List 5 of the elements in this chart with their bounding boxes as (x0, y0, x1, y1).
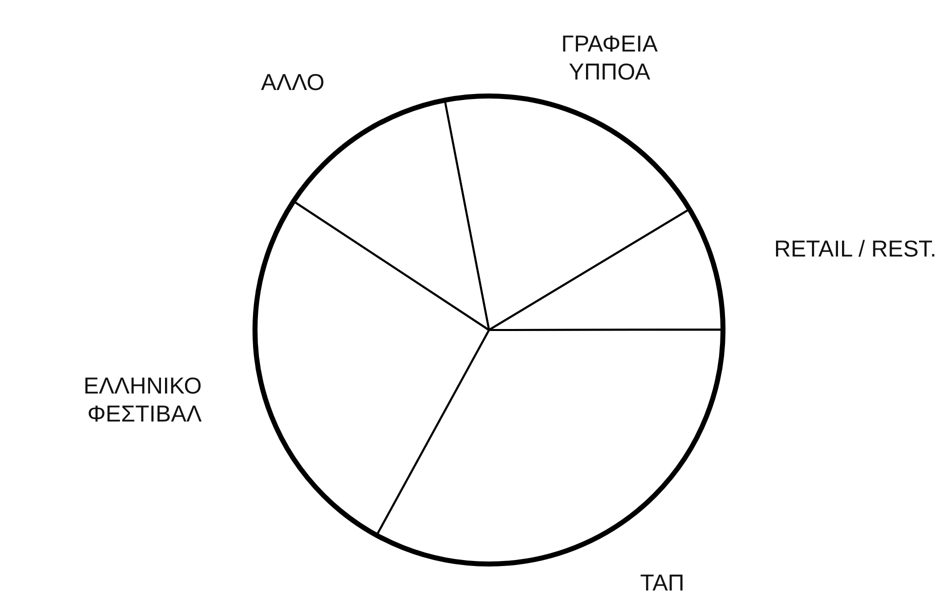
slice-label: ΤΑΠ (640, 570, 684, 596)
slice-label: ΕΛΛΗΝΙΚΟ ΦΕΣΤΙΒΑΛ (84, 372, 202, 426)
slice-label: ΑΛΛΟ (261, 68, 325, 95)
slice-label: RETAIL / REST. (774, 236, 936, 262)
slice-label: ΓΡΑΦΕΙΑ ΥΠΠΟΑ (561, 30, 658, 85)
